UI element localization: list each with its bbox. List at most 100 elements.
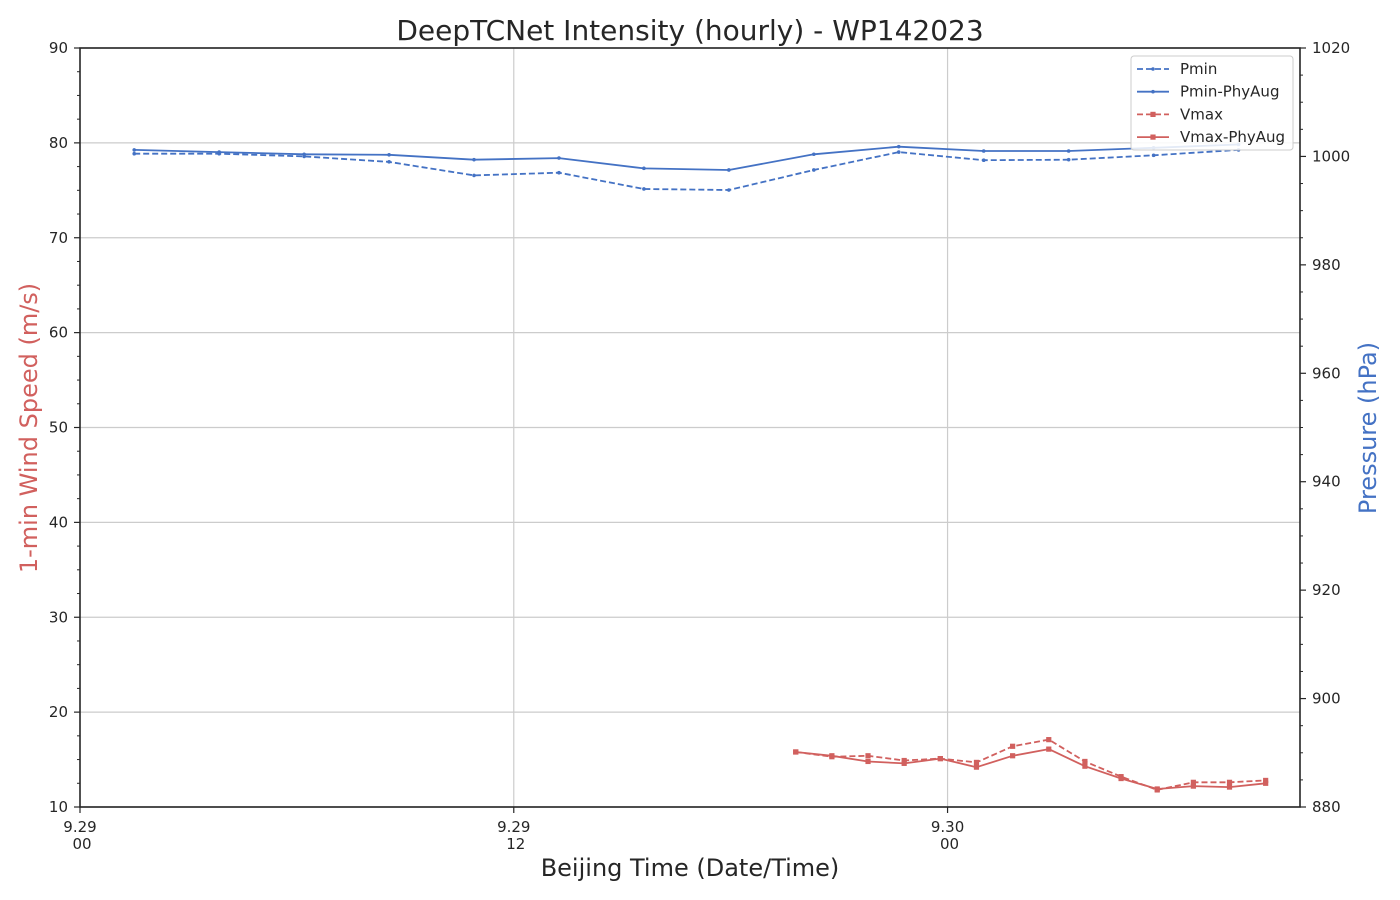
point-vmax-phyaug bbox=[865, 758, 871, 765]
point-vmax-phyaug bbox=[829, 753, 835, 759]
legend-item-vmax: Vmax bbox=[1137, 105, 1223, 123]
grid bbox=[80, 47, 1300, 808]
point-pmin bbox=[472, 173, 476, 178]
point-vmax-phyaug bbox=[937, 756, 943, 762]
x-tick-time: 00 bbox=[72, 835, 91, 853]
point-pmin bbox=[132, 151, 137, 156]
point-pmin-phyaug bbox=[642, 166, 646, 171]
point-vmax bbox=[973, 759, 980, 766]
point-pmin-phyaug bbox=[896, 144, 901, 149]
left-tick-label: 10 bbox=[49, 798, 68, 816]
right-tick-label: 920 bbox=[1312, 581, 1341, 599]
point-vmax bbox=[865, 753, 871, 759]
legend-label: Pmin-PhyAug bbox=[1180, 83, 1279, 101]
left-tick-label: 20 bbox=[49, 703, 68, 721]
x-tick-time: 00 bbox=[940, 835, 959, 853]
legend: Pmin Pmin-PhyAug Vmax Vmax-PhyAug bbox=[1130, 55, 1294, 151]
point-pmin bbox=[387, 160, 391, 164]
chart-title: DeepTCNet Intensity (hourly) - WP142023 bbox=[396, 14, 983, 47]
right-tick-label: 960 bbox=[1312, 364, 1341, 382]
point-pmin bbox=[727, 188, 731, 192]
series-pmin-phyaug bbox=[132, 142, 1241, 172]
point-pmin bbox=[1151, 153, 1156, 158]
x-tick-time: 12 bbox=[506, 835, 525, 853]
point-legend-pmin-phyaug bbox=[1151, 89, 1155, 94]
left-tick-label: 80 bbox=[49, 134, 68, 152]
point-vmax-phyaug bbox=[1226, 784, 1233, 790]
legend-item-vmax-phyaug: Vmax-PhyAug bbox=[1137, 128, 1285, 146]
point-pmin-phyaug bbox=[812, 152, 816, 157]
point-vmax-phyaug bbox=[1118, 775, 1124, 782]
left-tick-label: 30 bbox=[49, 608, 68, 626]
left-tick-label: 70 bbox=[49, 229, 68, 247]
left-tick-label: 50 bbox=[49, 419, 68, 437]
point-vmax-phyaug bbox=[1010, 753, 1016, 759]
legend-label: Pmin bbox=[1180, 60, 1217, 78]
right-axis-ticks: 880 900 920 940 960 980 1000 1020 bbox=[1300, 39, 1350, 816]
point-pmin-phyaug bbox=[981, 149, 986, 153]
legend-label: Vmax-PhyAug bbox=[1180, 128, 1285, 146]
left-tick-label: 40 bbox=[49, 513, 68, 531]
point-vmax bbox=[1226, 779, 1233, 785]
point-pmin-phyaug bbox=[387, 153, 391, 157]
point-pmin bbox=[557, 170, 561, 175]
point-vmax bbox=[901, 757, 907, 764]
legend-item-pmin-phyaug: Pmin-PhyAug bbox=[1137, 83, 1279, 101]
series-vmax bbox=[793, 737, 1269, 793]
point-legend-vmax-phyaug bbox=[1150, 134, 1156, 140]
series-line-vmax bbox=[795, 738, 1266, 791]
right-tick-label: 900 bbox=[1312, 690, 1341, 708]
series-line-pmin bbox=[134, 149, 1239, 191]
point-pmin-phyaug bbox=[727, 168, 731, 172]
point-vmax bbox=[1190, 779, 1196, 785]
point-pmin-phyaug bbox=[472, 157, 476, 162]
x-tick-date: 9.29 bbox=[63, 818, 96, 836]
series-line-pmin-phyaug bbox=[134, 143, 1239, 171]
point-pmin-phyaug bbox=[302, 152, 306, 157]
series-layer bbox=[132, 142, 1269, 793]
point-vmax-phyaug bbox=[793, 749, 799, 755]
point-vmax bbox=[1010, 743, 1016, 749]
series-vmax-phyaug bbox=[793, 746, 1269, 792]
point-pmin-phyaug bbox=[132, 148, 137, 152]
legend-label: Vmax bbox=[1180, 105, 1223, 123]
point-pmin bbox=[642, 187, 646, 191]
legend-box bbox=[1130, 55, 1294, 151]
point-pmin bbox=[981, 158, 986, 163]
point-vmax-phyaug bbox=[1046, 746, 1052, 752]
x-tick-date: 9.29 bbox=[497, 818, 530, 836]
left-tick-label: 60 bbox=[49, 324, 68, 342]
left-tick-label: 90 bbox=[49, 39, 68, 57]
x-axis-label: Beijing Time (Date/Time) bbox=[541, 854, 840, 882]
point-vmax-phyaug bbox=[1263, 780, 1269, 786]
right-tick-label: 940 bbox=[1312, 473, 1341, 491]
point-pmin-phyaug bbox=[557, 156, 561, 160]
point-legend-vmax bbox=[1150, 111, 1156, 117]
point-vmax-phyaug bbox=[1154, 786, 1160, 792]
point-vmax-phyaug bbox=[973, 764, 980, 770]
point-pmin bbox=[1066, 157, 1071, 162]
point-vmax-phyaug bbox=[1082, 763, 1088, 769]
right-tick-label: 880 bbox=[1312, 798, 1341, 816]
series-line-vmax-phyaug bbox=[795, 748, 1266, 790]
point-vmax-phyaug bbox=[1190, 783, 1196, 789]
right-tick-label: 1000 bbox=[1312, 147, 1350, 165]
legend-item-pmin: Pmin bbox=[1137, 60, 1217, 78]
point-vmax bbox=[1263, 777, 1269, 784]
point-vmax bbox=[1082, 758, 1088, 765]
point-pmin bbox=[812, 168, 816, 172]
right-tick-label: 1020 bbox=[1312, 39, 1350, 57]
point-vmax bbox=[1046, 737, 1052, 743]
right-tick-label: 980 bbox=[1312, 256, 1341, 274]
point-legend-pmin bbox=[1151, 67, 1155, 71]
point-pmin bbox=[896, 150, 901, 154]
x-tick-date: 9.30 bbox=[931, 818, 964, 836]
point-pmin-phyaug bbox=[217, 150, 221, 154]
point-vmax-phyaug bbox=[901, 760, 907, 766]
point-pmin-phyaug bbox=[1066, 149, 1071, 153]
left-axis-ticks: 10 20 30 40 50 60 70 80 90 bbox=[49, 39, 80, 816]
right-axis-label: Pressure (hPa) bbox=[1354, 342, 1382, 514]
left-axis-label: 1-min Wind Speed (m/s) bbox=[15, 283, 43, 573]
